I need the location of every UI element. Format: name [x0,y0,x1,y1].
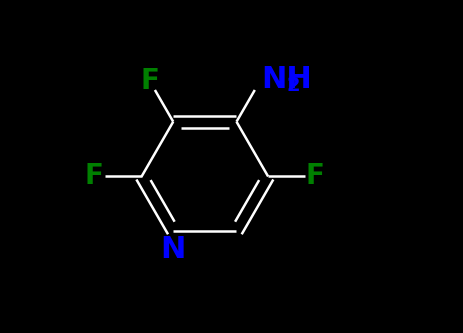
Text: F: F [306,163,325,190]
Text: F: F [85,163,104,190]
Text: N: N [161,235,186,264]
Text: 2: 2 [286,76,300,95]
Text: F: F [140,67,159,95]
Text: NH: NH [261,65,312,94]
